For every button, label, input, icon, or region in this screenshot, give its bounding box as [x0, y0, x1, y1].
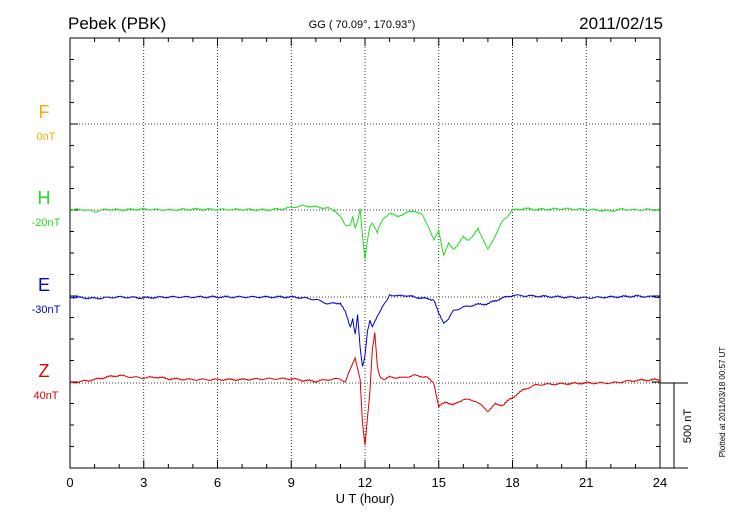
x-tick-label-24: 24	[653, 475, 667, 490]
x-tick-label-6: 6	[214, 475, 221, 490]
x-axis-label: U T (hour)	[336, 491, 395, 506]
plot-frame	[69, 37, 661, 469]
series-name-F: F	[39, 102, 50, 122]
chart-date: 2011/02/15	[579, 14, 663, 33]
x-tick-label-0: 0	[66, 475, 73, 490]
x-tick-label-21: 21	[579, 475, 593, 490]
trace-H	[69, 204, 661, 260]
x-tick-label-9: 9	[288, 475, 295, 490]
series-baseline-H: -20nT	[32, 217, 61, 229]
series-labels: F 0nT H -20nT E -30nT Z 40nT	[32, 102, 61, 402]
station-coordinates: GG ( 70.09°, 170.93°)	[309, 19, 416, 31]
series-baseline-F: 0nT	[37, 131, 56, 143]
series-name-E: E	[38, 275, 50, 295]
scale-bar	[660, 382, 688, 469]
trace-E	[69, 294, 661, 367]
scale-bar-label: 500 nT	[682, 409, 694, 444]
plotted-timestamp: Plotted at 2011/03/18 00:57 UT	[718, 347, 727, 458]
x-tick-label-3: 3	[140, 475, 147, 490]
x-tick-labels: 0 3 6 9 12 15 18 21 24	[66, 475, 667, 490]
series-traces	[69, 204, 661, 446]
series-name-Z: Z	[39, 361, 50, 381]
grid-lines	[70, 38, 660, 468]
series-name-H: H	[38, 188, 51, 208]
x-tick-label-12: 12	[358, 475, 372, 490]
axis-ticks	[69, 38, 661, 468]
trace-Z	[69, 332, 661, 446]
station-title: Pebek (PBK)	[68, 14, 166, 33]
series-baseline-Z: 40nT	[33, 390, 58, 402]
x-tick-label-15: 15	[432, 475, 446, 490]
series-baseline-E: -30nT	[32, 304, 61, 316]
x-tick-label-18: 18	[505, 475, 519, 490]
